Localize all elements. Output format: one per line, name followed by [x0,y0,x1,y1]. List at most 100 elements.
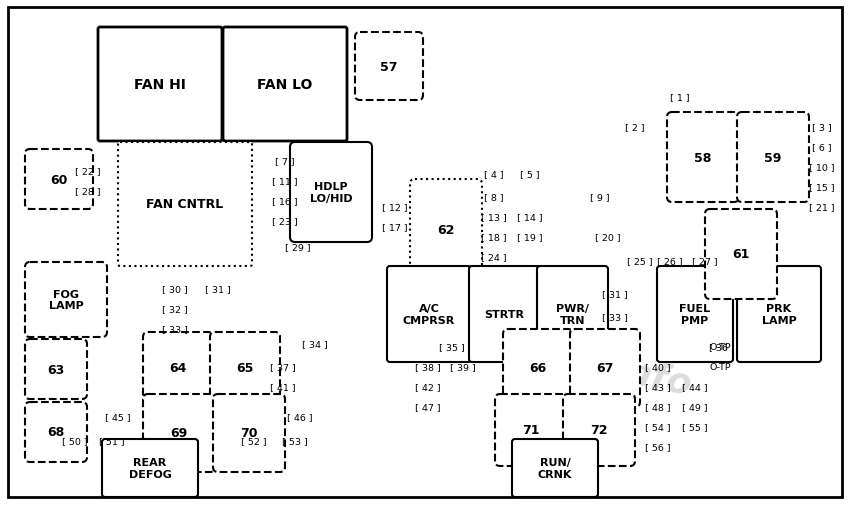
Text: [ 23 ]: [ 23 ] [272,217,298,226]
Text: [ 56 ]: [ 56 ] [645,442,671,451]
FancyBboxPatch shape [143,332,213,404]
Text: 68: 68 [48,426,65,439]
Text: STRTR: STRTR [484,310,524,319]
Text: FAN HI: FAN HI [134,78,186,92]
Text: FUEL
PMP: FUEL PMP [679,304,711,325]
FancyBboxPatch shape [537,267,608,362]
Text: [ 45 ]: [ 45 ] [105,413,131,422]
Text: [ 43 ]: [ 43 ] [645,383,671,392]
Text: [ 50 ]: [ 50 ] [62,437,88,445]
Text: [ 13 ]: [ 13 ] [481,213,507,222]
Text: [ 19 ]: [ 19 ] [517,233,543,242]
FancyBboxPatch shape [355,33,423,101]
Text: [ 25 ]: [ 25 ] [627,257,653,266]
Text: [ 46 ]: [ 46 ] [287,413,313,422]
Text: [ 40 ]: [ 40 ] [645,363,671,372]
Text: 66: 66 [530,362,547,375]
Text: [ 24 ]: [ 24 ] [481,253,507,262]
Text: 63: 63 [48,363,65,376]
FancyBboxPatch shape [469,267,540,362]
FancyBboxPatch shape [737,113,809,203]
FancyBboxPatch shape [118,143,252,267]
Text: [ 22 ]: [ 22 ] [75,167,101,176]
Text: [ 28 ]: [ 28 ] [75,187,101,196]
Text: [ 37 ]: [ 37 ] [270,363,296,372]
Text: REAR
DEFOG: REAR DEFOG [128,458,172,479]
Text: PWR/
TRN: PWR/ TRN [556,304,589,325]
Text: FAN LO: FAN LO [258,78,313,92]
FancyBboxPatch shape [210,332,280,404]
Text: 58: 58 [694,151,711,164]
Text: [ 52 ]: [ 52 ] [241,437,267,445]
Text: [ 39 ]: [ 39 ] [450,363,476,372]
Text: [ 55 ]: [ 55 ] [683,423,708,432]
Text: 60: 60 [50,173,68,186]
Text: [ 51 ]: [ 51 ] [99,437,125,445]
FancyBboxPatch shape [563,394,635,466]
FancyBboxPatch shape [495,394,567,466]
Text: [ 3 ]: [ 3 ] [812,123,832,132]
FancyBboxPatch shape [143,394,215,472]
Text: [ 7 ]: [ 7 ] [275,157,295,166]
Text: [ 11 ]: [ 11 ] [272,177,298,186]
Text: [ 47 ]: [ 47 ] [415,402,441,412]
Text: [ 14 ]: [ 14 ] [517,213,543,222]
Text: 62: 62 [437,223,455,236]
Text: FuseBoxInfo: FuseBoxInfo [445,317,695,401]
Text: 61: 61 [733,248,750,261]
Text: [ 15 ]: [ 15 ] [809,183,835,192]
Text: [ 54 ]: [ 54 ] [645,423,671,432]
Text: FAN CNTRL: FAN CNTRL [146,198,224,211]
Text: A/C
CMPRSR: A/C CMPRSR [403,304,455,325]
Text: O-TP: O-TP [709,363,731,372]
FancyBboxPatch shape [25,263,107,337]
Text: [ 21 ]: [ 21 ] [809,203,835,212]
FancyBboxPatch shape [102,439,198,497]
FancyBboxPatch shape [737,267,821,362]
FancyBboxPatch shape [25,402,87,462]
Text: [ 26 ]: [ 26 ] [657,257,683,266]
Text: O-TP: O-TP [709,343,731,352]
Text: 67: 67 [597,362,614,375]
Text: 72: 72 [590,424,608,437]
FancyBboxPatch shape [98,28,222,142]
Text: 65: 65 [236,362,253,375]
FancyBboxPatch shape [410,180,482,279]
Text: [ 4 ]: [ 4 ] [484,170,504,179]
Text: [ 30 ]: [ 30 ] [162,285,188,294]
Text: [ 5 ]: [ 5 ] [520,170,540,179]
FancyBboxPatch shape [667,113,739,203]
Text: [ 33 ]: [ 33 ] [162,325,188,334]
Text: [ 16 ]: [ 16 ] [272,197,298,206]
FancyBboxPatch shape [290,143,372,242]
Text: [ 49 ]: [ 49 ] [683,402,708,412]
Text: [ 27 ]: [ 27 ] [692,257,717,266]
Text: [ 18 ]: [ 18 ] [481,233,507,242]
Text: [ 34 ]: [ 34 ] [302,340,328,349]
Text: [ 1 ]: [ 1 ] [670,93,690,103]
FancyBboxPatch shape [387,267,471,362]
Text: [ 38 ]: [ 38 ] [415,363,441,372]
Text: PRK
LAMP: PRK LAMP [762,304,796,325]
Text: [ 44 ]: [ 44 ] [683,383,708,392]
Text: 64: 64 [169,362,187,375]
Text: 71: 71 [522,424,540,437]
Text: [ 33 ]: [ 33 ] [602,313,628,322]
Text: 70: 70 [241,427,258,440]
FancyBboxPatch shape [570,329,640,407]
Text: HDLP
LO/HID: HDLP LO/HID [309,182,352,204]
FancyBboxPatch shape [25,339,87,399]
Text: [ 12 ]: [ 12 ] [382,203,408,212]
Text: RUN/
CRNK: RUN/ CRNK [538,458,572,479]
Text: [ 29 ]: [ 29 ] [286,243,311,252]
Text: 59: 59 [764,151,782,164]
FancyBboxPatch shape [213,394,285,472]
FancyBboxPatch shape [25,149,93,210]
Text: [ 8 ]: [ 8 ] [484,193,504,202]
Text: [ 9 ]: [ 9 ] [590,193,609,202]
Text: [ 2 ]: [ 2 ] [626,123,645,132]
Text: [ 10 ]: [ 10 ] [809,163,835,172]
Text: [ 42 ]: [ 42 ] [415,383,441,392]
Text: 69: 69 [170,427,188,440]
FancyBboxPatch shape [705,210,777,299]
